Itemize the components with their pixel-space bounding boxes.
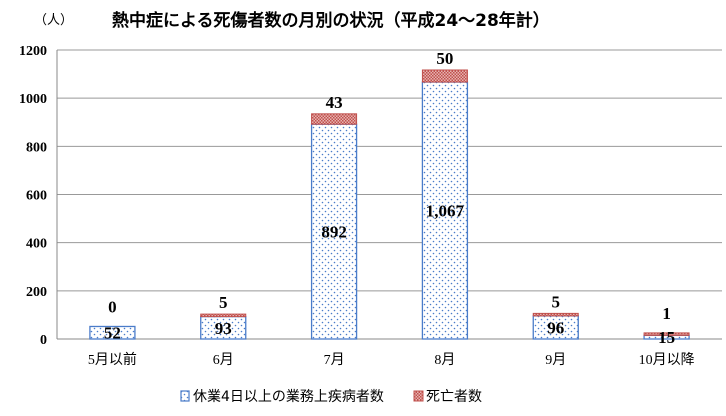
y-tick-label: 1000 [19, 92, 47, 107]
chart-title: 熱中症による死傷者数の月別の状況（平成24〜28年計） [112, 10, 550, 31]
legend-label-sick: 休業4日以上の業務上疾病者数 [193, 389, 384, 405]
y-tick-label: 800 [26, 140, 47, 155]
data-label-deaths: 1 [662, 304, 671, 323]
y-tick-label: 1200 [19, 44, 47, 59]
data-label-sick: 15 [658, 328, 675, 347]
legend-swatch-sick [180, 390, 190, 402]
legend-label-deaths: 死亡者数 [426, 389, 482, 405]
data-label-deaths: 50 [436, 49, 453, 68]
bar-sick [421, 81, 469, 340]
bar-deaths [421, 69, 468, 83]
y-tick-label: 0 [40, 333, 47, 348]
x-tick-label: 7月 [324, 352, 345, 368]
bar-sick [89, 325, 136, 340]
data-label-sick: 1,067 [426, 202, 465, 221]
legend-swatch-deaths [413, 390, 424, 402]
bar-deaths [532, 312, 579, 317]
data-label-sick: 96 [547, 318, 564, 337]
data-label-sick: 93 [215, 319, 232, 338]
bar-deaths [200, 313, 247, 318]
x-tick-label: 9月 [545, 352, 566, 368]
data-label-deaths: 5 [552, 292, 561, 311]
x-tick-label: 6月 [213, 352, 234, 368]
y-tick-label: 600 [26, 189, 47, 204]
bar-sick [310, 123, 358, 340]
x-tick-label: 10月以降 [639, 352, 695, 368]
data-label-sick: 52 [104, 324, 121, 343]
data-label-deaths: 5 [219, 293, 228, 312]
bar-deaths [311, 113, 358, 125]
bar-deaths [643, 332, 690, 336]
y-tick-label: 400 [26, 237, 47, 252]
data-label-deaths: 0 [108, 297, 117, 316]
data-label-deaths: 43 [326, 93, 343, 112]
y-axis-unit-label: （人） [34, 13, 73, 28]
y-tick-label: 200 [26, 285, 47, 300]
legend: 休業4日以上の業務上疾病者数 死亡者数 [180, 389, 482, 405]
x-tick-label: 5月以前 [88, 351, 137, 368]
x-tick-label: 8月 [434, 352, 455, 368]
data-label-sick: 892 [321, 223, 347, 242]
